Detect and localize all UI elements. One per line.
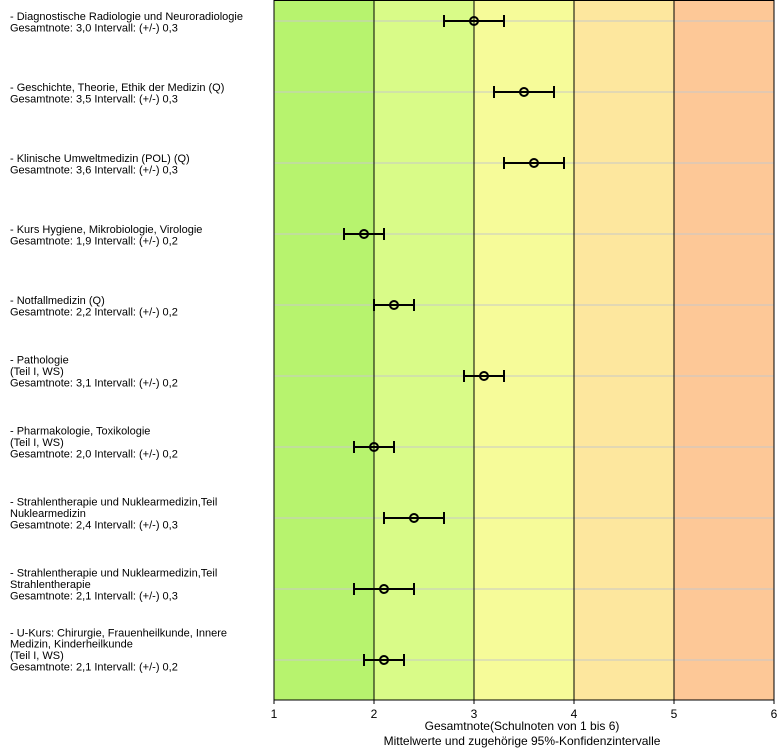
mean-marker [479,371,489,381]
item-grade-label: Gesamtnote: 3,6 Intervall: (+/-) 0,3 [10,164,178,176]
item-name-label: (Teil I, WS) [10,366,64,378]
grade-band-2 [374,0,474,700]
item-name-label: - Pharmakologie, Toxikologie [10,426,150,438]
grade-band-3 [474,0,574,700]
x-tick-label: 5 [671,707,678,721]
mean-marker [389,300,399,310]
item-name-label: (Teil I, WS) [10,650,64,662]
x-tick-label: 4 [571,707,578,721]
mean-marker [519,87,529,97]
item-name-label: - U-Kurs: Chirurgie, Frauenheilkunde, In… [10,627,227,639]
mean-marker [379,655,389,665]
x-tick-label: 2 [371,707,378,721]
x-tick-label: 3 [471,707,478,721]
item-name-label: Medizin, Kinderheilkunde [10,639,133,651]
item-grade-label: Gesamtnote: 2,2 Intervall: (+/-) 0,2 [10,306,178,318]
grade-band-1 [274,0,374,700]
item-name-label: - Klinische Umweltmedizin (POL) (Q) [10,153,190,165]
mean-marker [359,229,369,239]
item-name-label: - Diagnostische Radiologie und Neuroradi… [10,11,243,23]
item-grade-label: Gesamtnote: 2,1 Intervall: (+/-) 0,2 [10,661,178,673]
item-name-label: - Strahlentherapie und Nuklearmedizin,Te… [10,497,217,509]
item-name-label: - Pathologie [10,355,69,367]
mean-marker [409,513,419,523]
item-labels: - Diagnostische Radiologie und Neuroradi… [10,11,243,673]
item-grade-label: Gesamtnote: 2,4 Intervall: (+/-) 0,3 [10,519,178,531]
item-name-label: (Teil I, WS) [10,437,64,449]
item-grade-label: Gesamtnote: 1,9 Intervall: (+/-) 0,2 [10,235,178,247]
item-name-label: - Geschichte, Theorie, Ethik der Medizin… [10,82,224,94]
x-axis-title: Gesamtnote(Schulnoten von 1 bis 6) [425,719,620,733]
item-grade-label: Gesamtnote: 2,1 Intervall: (+/-) 0,3 [10,590,178,602]
mean-marker [379,584,389,594]
item-grade-label: Gesamtnote: 3,0 Intervall: (+/-) 0,3 [10,22,178,34]
item-grade-label: Gesamtnote: 2,0 Intervall: (+/-) 0,2 [10,448,178,460]
x-axis: 1 2 3 4 5 6 [271,700,778,721]
mean-marker [529,158,539,168]
item-name-label: - Notfallmedizin (Q) [10,295,105,307]
item-name-label: - Strahlentherapie und Nuklearmedizin,Te… [10,568,217,580]
error-bar-marks [343,15,565,666]
x-tick-label: 1 [271,707,278,721]
chart-subtitle: Mittelwerte und zugehörige 95%-Konfidenz… [384,734,661,748]
mean-marker [369,442,379,452]
grade-band-4 [574,0,674,700]
item-grade-label: Gesamtnote: 3,5 Intervall: (+/-) 0,3 [10,93,178,105]
grade-band-5 [674,0,774,700]
mean-marker [469,16,479,26]
item-grade-label: Gesamtnote: 3,1 Intervall: (+/-) 0,2 [10,377,178,389]
grid-lines [273,0,775,701]
item-name-label: Nuklearmedizin [10,508,86,520]
x-tick-label: 6 [771,707,778,721]
item-name-label: Strahlentherapie [10,579,91,591]
item-name-label: - Kurs Hygiene, Mikrobiologie, Virologie [10,224,202,236]
grade-bands [274,0,774,700]
